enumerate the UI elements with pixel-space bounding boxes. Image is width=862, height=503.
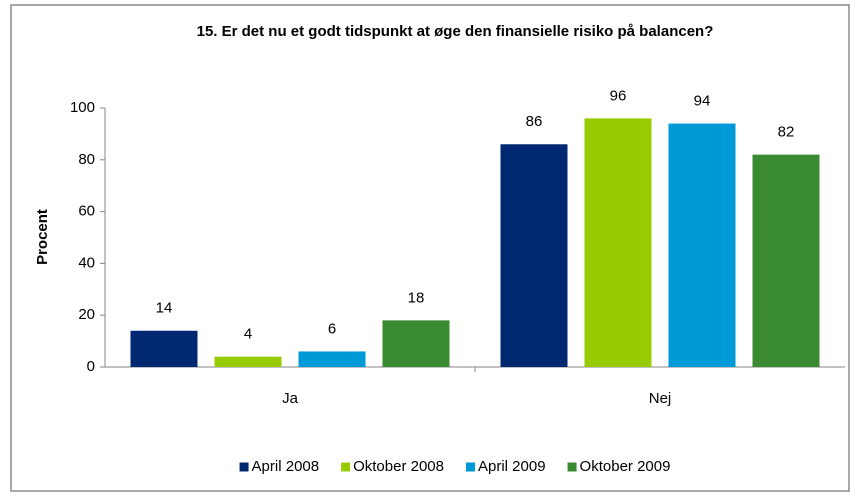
y-tick-label: 60 bbox=[78, 203, 95, 220]
data-label: 96 bbox=[610, 87, 627, 104]
data-label: 94 bbox=[694, 93, 711, 110]
data-label: 6 bbox=[328, 320, 336, 337]
data-label: 4 bbox=[244, 326, 252, 343]
data-label: 14 bbox=[156, 300, 173, 317]
x-tick-label: Ja bbox=[282, 390, 299, 407]
legend-label: Oktober 2008 bbox=[353, 458, 444, 475]
y-tick-label: 40 bbox=[78, 254, 95, 271]
bar bbox=[500, 144, 568, 367]
x-tick-label: Nej bbox=[649, 390, 672, 407]
bar bbox=[752, 154, 820, 367]
data-label: 18 bbox=[408, 289, 425, 306]
bar bbox=[668, 123, 736, 367]
y-axis-label: Procent bbox=[34, 209, 51, 265]
bar bbox=[214, 356, 282, 367]
bar bbox=[584, 118, 652, 367]
legend-label: April 2009 bbox=[478, 458, 546, 475]
y-tick-label: 0 bbox=[87, 358, 95, 375]
legend-swatch bbox=[567, 462, 577, 472]
bar bbox=[130, 330, 198, 367]
legend-swatch bbox=[341, 462, 351, 472]
data-label: 86 bbox=[526, 113, 543, 130]
data-label: 82 bbox=[778, 124, 795, 141]
bar bbox=[382, 320, 450, 367]
legend-label: April 2008 bbox=[252, 458, 320, 475]
legend-swatch bbox=[239, 462, 249, 472]
chart-title: 15. Er det nu et godt tidspunkt at øge d… bbox=[197, 23, 714, 40]
legend-swatch bbox=[466, 462, 475, 472]
legend-label: Oktober 2009 bbox=[580, 458, 671, 475]
bar bbox=[298, 351, 366, 367]
y-tick-label: 20 bbox=[78, 306, 95, 323]
y-tick-label: 100 bbox=[70, 99, 95, 116]
y-tick-label: 80 bbox=[78, 151, 95, 168]
